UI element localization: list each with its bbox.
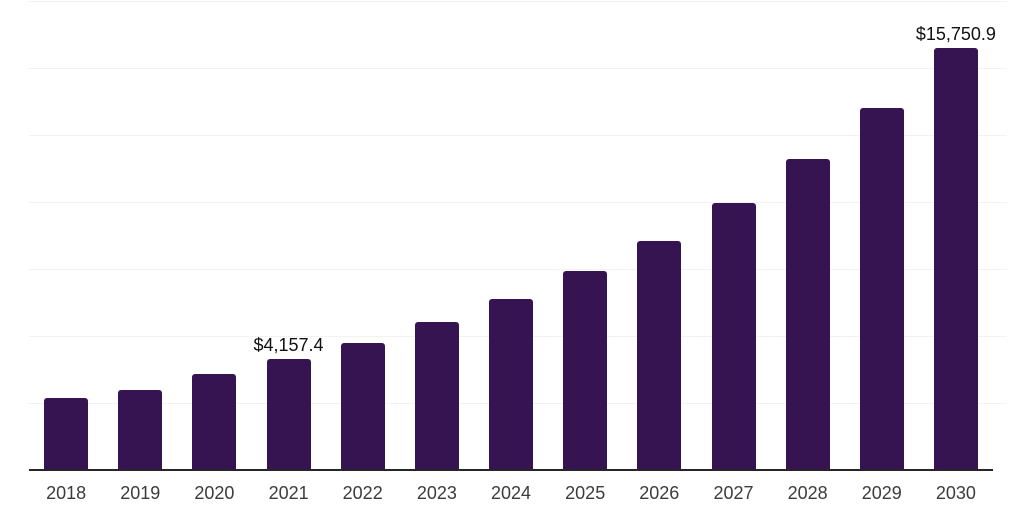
x-tick-label-2026: 2026 [639,483,680,503]
gridline [29,202,1007,203]
x-tick-label-2027: 2027 [713,483,754,503]
gridline [29,1,1007,2]
data-label-2030: $15,750.9 [915,23,996,44]
x-tick-label-2018: 2018 [46,483,87,503]
data-label-2021: $4,157.4 [253,334,324,355]
bar-2025 [563,271,608,470]
gridline [29,135,1007,136]
bar-2022 [340,342,385,470]
gridline [29,68,1007,69]
bar-2018 [44,398,89,470]
x-tick-label-2020: 2020 [194,483,235,503]
bar-2024 [489,299,533,470]
bar-2026 [637,240,682,470]
x-axis-line [29,469,993,471]
bar-2027 [711,203,756,470]
x-tick-label-2028: 2028 [787,483,828,503]
x-tick-label-2024: 2024 [490,483,531,503]
x-tick-label-2023: 2023 [416,483,457,503]
bar-2030 [933,47,978,470]
x-tick-label-2019: 2019 [120,483,161,503]
bar-2029 [859,108,904,470]
bar-2020 [192,374,237,470]
bar-2028 [785,159,830,470]
bar-2023 [414,321,459,470]
x-tick-label-2029: 2029 [861,483,902,503]
x-tick-label-2025: 2025 [565,483,606,503]
x-tick-label-2022: 2022 [342,483,383,503]
gridline [29,269,1007,270]
bar-2019 [118,389,163,470]
bar-2021 [266,358,311,470]
x-tick-label-2021: 2021 [268,483,309,503]
x-tick-label-2030: 2030 [935,483,976,503]
